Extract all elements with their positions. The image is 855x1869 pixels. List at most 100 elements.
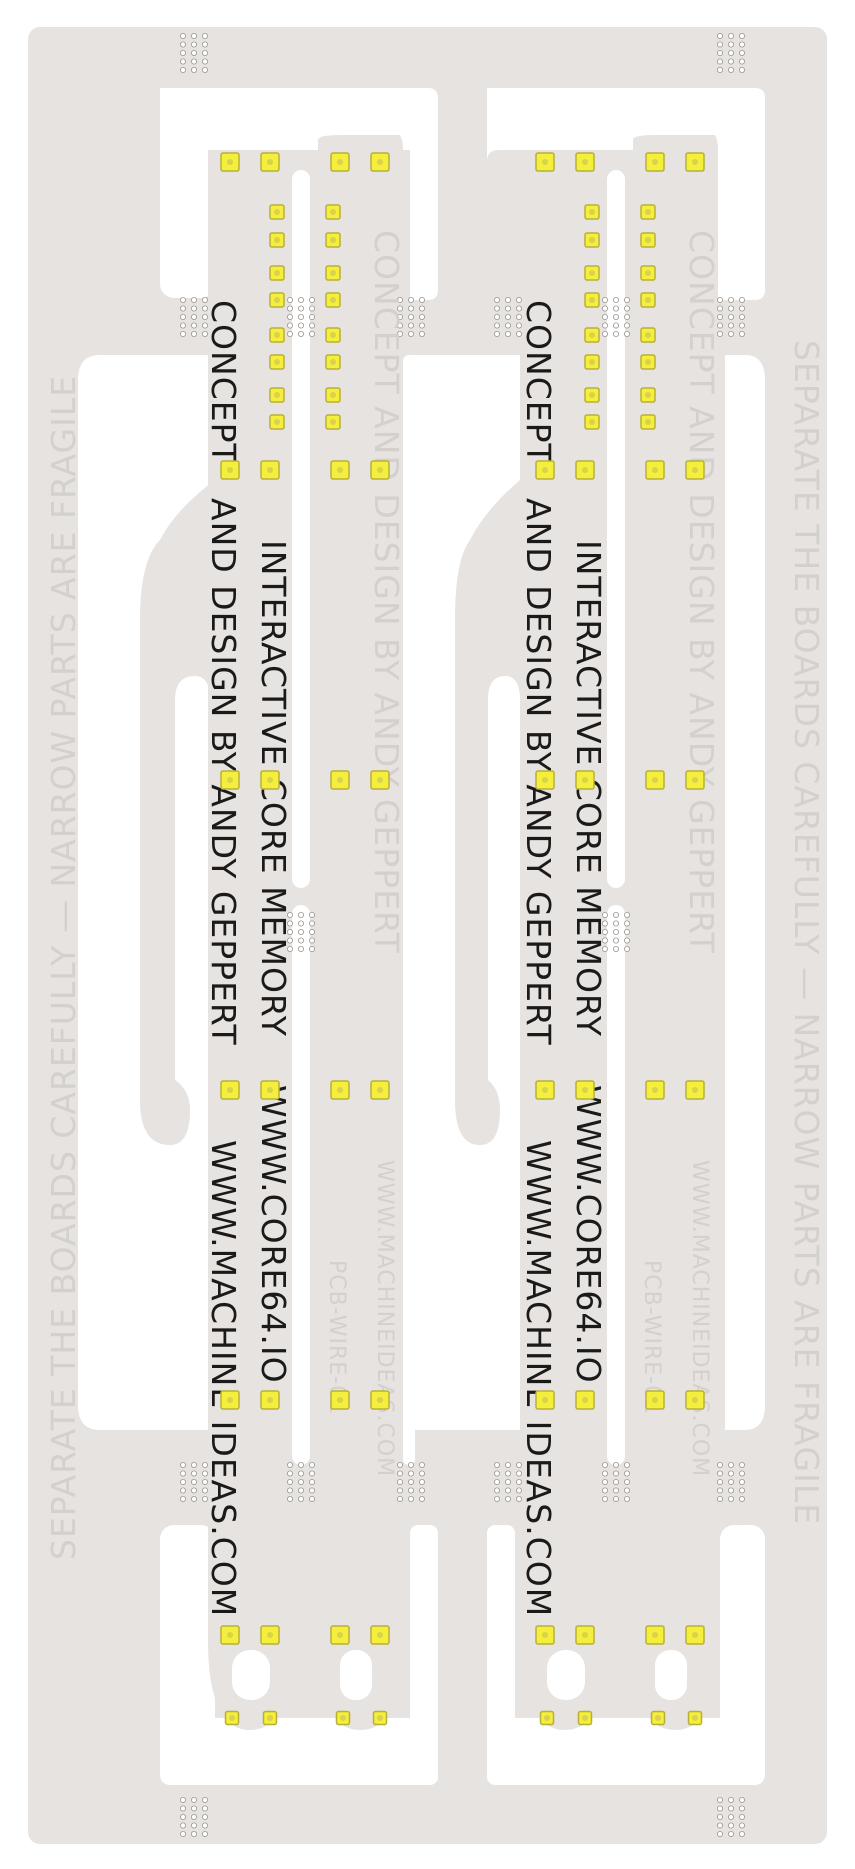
perforation-hole <box>728 1496 735 1503</box>
perforation-hole <box>297 296 304 303</box>
wire-strip-loops <box>232 1650 687 1700</box>
perforation-hole <box>297 1496 304 1503</box>
perforation-hole <box>624 929 631 936</box>
perforation-hole <box>739 1814 746 1821</box>
perforation-hole <box>308 1487 315 1494</box>
pad-via <box>645 270 651 276</box>
perforation-hole <box>516 313 523 320</box>
perforation-hole <box>717 296 724 303</box>
perforation-hole <box>624 1487 631 1494</box>
pad-via <box>227 1397 233 1403</box>
perforation-hole <box>201 50 208 57</box>
perforation-hole <box>717 1814 724 1821</box>
perforation-hole <box>308 305 315 312</box>
pad-via <box>542 1397 548 1403</box>
pad-via <box>227 777 233 783</box>
perforation-hole <box>493 296 500 303</box>
pad-via <box>377 467 383 473</box>
perforation-hole <box>739 1479 746 1486</box>
perforation-hole <box>201 1831 208 1838</box>
perforation-hole <box>624 305 631 312</box>
pad-via <box>274 237 280 243</box>
perforation-hole <box>624 937 631 944</box>
pad-via <box>692 1397 698 1403</box>
perforation-hole <box>418 322 425 329</box>
perforation-hole <box>396 322 403 329</box>
perforation-hole <box>297 305 304 312</box>
perforation-hole <box>739 313 746 320</box>
pad-via <box>229 1715 235 1721</box>
perforation-hole <box>613 1462 620 1469</box>
perforation-hole <box>717 322 724 329</box>
perforation-hole <box>739 58 746 65</box>
perforation-hole <box>179 67 186 74</box>
perforation-hole <box>179 41 186 48</box>
perforation-hole <box>717 1479 724 1486</box>
perforation-hole <box>396 1462 403 1469</box>
pad-via <box>227 467 233 473</box>
back-silkscreen: CONCEPT AND DESIGN BY ANDY GEPPERT CONCE… <box>44 230 826 1560</box>
perforation-hole <box>739 50 746 57</box>
perforation-hole <box>179 305 186 312</box>
perforation-hole <box>504 296 511 303</box>
perforation-hole <box>418 305 425 312</box>
perforation-hole <box>297 313 304 320</box>
perforation-hole <box>396 296 403 303</box>
perforation-hole <box>728 1479 735 1486</box>
perforation-hole <box>717 67 724 74</box>
perforation-hole <box>201 1479 208 1486</box>
perforation-hole <box>728 322 735 329</box>
perforation-hole <box>728 41 735 48</box>
perforation-hole <box>516 1496 523 1503</box>
perforation-hole <box>739 1487 746 1494</box>
pad-via <box>274 392 280 398</box>
perforation-hole <box>739 1805 746 1812</box>
perforation-hole <box>308 920 315 927</box>
perforation-hole <box>516 322 523 329</box>
perforation-hole <box>602 305 609 312</box>
pad-via <box>377 1715 383 1721</box>
perforation-hole <box>739 296 746 303</box>
perforation-hole <box>407 313 414 320</box>
pad-via <box>337 777 343 783</box>
perforation-hole <box>624 920 631 927</box>
silk-machine-url-right: WWW.MACHINE IDEAS.COM <box>519 1140 558 1617</box>
pad-via <box>582 1397 588 1403</box>
perforation-hole <box>613 920 620 927</box>
perforation-hole <box>516 1462 523 1469</box>
perforation-hole <box>739 1797 746 1804</box>
perforation-hole <box>179 1814 186 1821</box>
perforation-hole <box>286 322 293 329</box>
pad-via <box>337 1632 343 1638</box>
pad-via <box>645 237 651 243</box>
perforation-hole <box>308 929 315 936</box>
pad-via <box>274 332 280 338</box>
perforation-hole <box>613 946 620 953</box>
perforation-hole <box>286 1462 293 1469</box>
pad-via <box>542 159 548 165</box>
pad-via <box>337 1087 343 1093</box>
perforation-hole <box>179 1831 186 1838</box>
pad-via <box>645 419 651 425</box>
perforation-hole <box>717 330 724 337</box>
perforation-hole <box>602 1496 609 1503</box>
perforation-hole <box>201 1487 208 1494</box>
pad-via <box>330 270 336 276</box>
perforation-hole <box>602 946 609 953</box>
perforation-hole <box>286 313 293 320</box>
pad-via <box>645 359 651 365</box>
perforation-hole <box>602 322 609 329</box>
perforation-hole <box>493 305 500 312</box>
pad-via <box>330 359 336 365</box>
pad-via <box>337 467 343 473</box>
perforation-hole <box>728 33 735 40</box>
perforation-hole <box>201 1805 208 1812</box>
perforation-hole <box>201 67 208 74</box>
perforation-hole <box>624 1462 631 1469</box>
perforation-hole <box>602 330 609 337</box>
pad-via <box>377 1397 383 1403</box>
perforation-hole <box>493 1462 500 1469</box>
pad-via <box>542 467 548 473</box>
perforation-hole <box>179 1470 186 1477</box>
perforation-hole <box>396 313 403 320</box>
